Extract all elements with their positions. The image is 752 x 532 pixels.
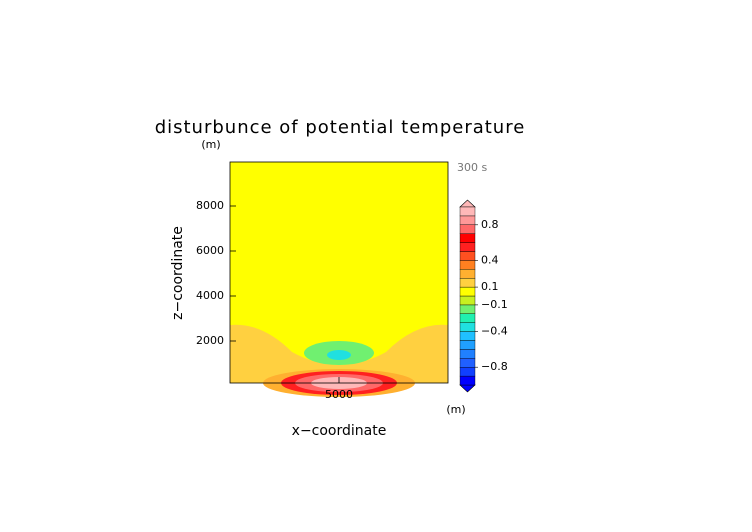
x-tick-label: 5000	[325, 388, 353, 401]
colorbar-band	[459, 269, 476, 279]
colorbar-band	[459, 286, 476, 297]
colorbar-band	[459, 349, 476, 359]
colorbar-band	[459, 340, 476, 350]
colorbar-band	[459, 322, 476, 332]
time-label: 300 s	[457, 161, 487, 174]
contour-field	[229, 161, 449, 397]
colorbar-band	[459, 251, 476, 261]
colorbar-band	[459, 242, 476, 252]
colorbar-band	[459, 331, 476, 341]
colorbar-band	[459, 233, 476, 243]
colorbar-tick-label: −0.1	[481, 298, 508, 311]
colorbar-tick-label: −0.8	[481, 360, 508, 373]
colorbar-band	[459, 260, 476, 270]
colorbar-band	[459, 375, 476, 386]
colorbar-band	[459, 295, 476, 306]
field-region	[230, 324, 448, 383]
colorbar-tick-label: 0.4	[481, 253, 499, 266]
x-axis-label: x−coordinate	[292, 423, 387, 439]
colorbar-band	[459, 313, 476, 323]
colorbar-tick-label: −0.4	[481, 325, 508, 338]
y-tick-label: 4000	[196, 289, 224, 302]
field-region	[327, 350, 351, 360]
x-unit: (m)	[446, 403, 465, 416]
colorbar-tick-label: 0.1	[481, 280, 499, 293]
y-tick-label: 2000	[196, 334, 224, 347]
y-axis-label: z−coordinate	[170, 226, 186, 320]
colorbar-top-arrow	[459, 199, 476, 208]
colorbar-band	[459, 206, 476, 217]
colorbar-tick-label: 0.8	[481, 218, 499, 231]
y-tick-label: 8000	[196, 199, 224, 212]
colorbar-band	[459, 278, 476, 288]
colorbar-band	[459, 367, 476, 377]
chart-title: disturbunce of potential temperature	[155, 117, 526, 138]
colorbar-band	[459, 304, 476, 314]
colorbar-bottom-arrow	[459, 384, 476, 393]
colorbar-band	[459, 358, 476, 368]
y-tick-label: 6000	[196, 244, 224, 257]
colorbar-band	[459, 224, 476, 234]
colorbar-band	[459, 215, 476, 225]
y-unit: (m)	[201, 138, 220, 151]
